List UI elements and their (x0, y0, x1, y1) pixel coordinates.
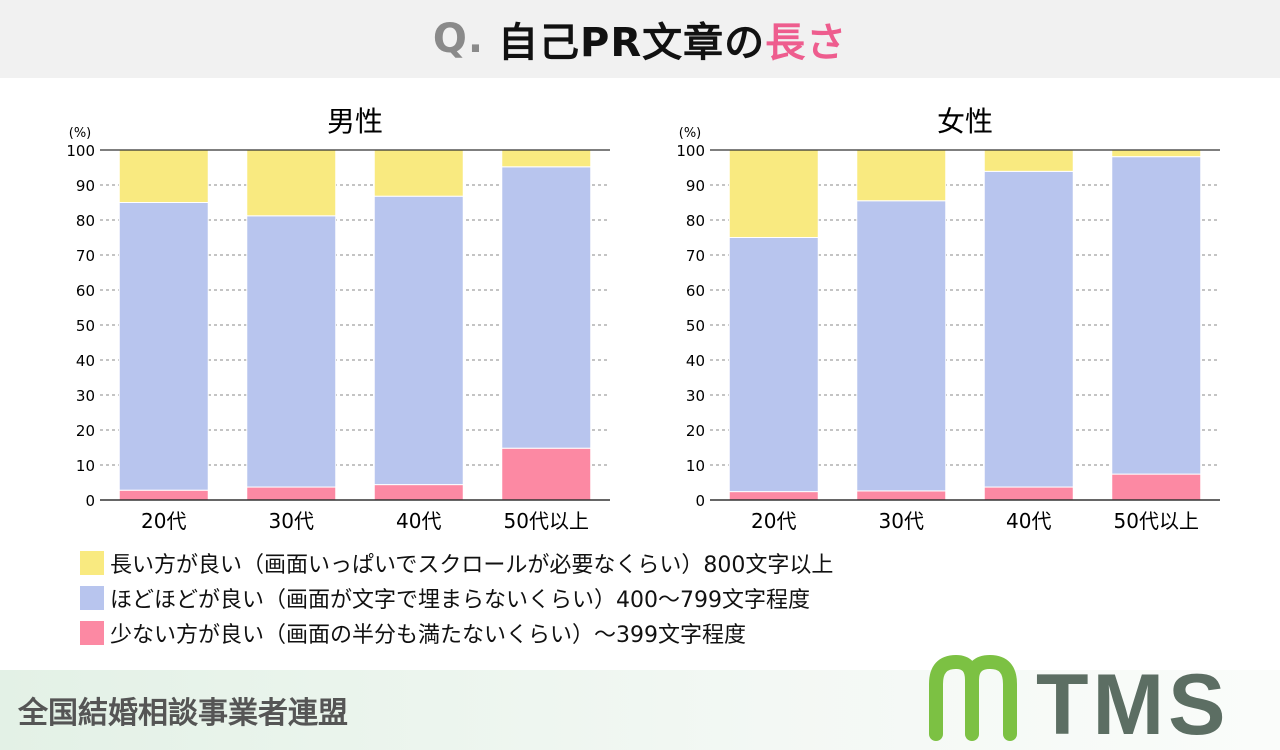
x-tick-label: 30代 (269, 509, 314, 533)
y-tick-label: 60 (686, 282, 705, 300)
question-mark: Q. (432, 16, 485, 62)
bar-segment-long (118, 149, 209, 203)
bar-segment-medium (118, 202, 209, 491)
y-tick-label: 70 (686, 247, 705, 265)
legend-item-medium: ほどほどが良い（画面が文字で埋まらないくらい）400〜799文字程度 (80, 580, 833, 615)
y-tick-label: 40 (686, 352, 705, 370)
y-tick-label: 20 (76, 422, 95, 440)
page-title: 自己PR文章の (498, 20, 766, 66)
x-tick-label: 20代 (141, 509, 186, 533)
bar-segment-medium (728, 237, 819, 493)
legend-item-long: 長い方が良い（画面いっぱいでスクロールが必要なくらい）800文字以上 (80, 545, 833, 580)
y-tick-label: 80 (686, 212, 705, 230)
bar-segment-short (118, 489, 209, 501)
bar-segment-short (246, 486, 337, 501)
y-tick-label: 90 (76, 177, 95, 195)
bar-segment-long (728, 149, 819, 238)
y-axis-unit: (%) (679, 126, 702, 141)
tms-logo: TMS (929, 654, 1230, 744)
bar-segment-long (1111, 149, 1202, 158)
legend-item-short: 少ない方が良い（画面の半分も満たないくらい）〜399文字程度 (80, 615, 833, 650)
x-tick-label: 40代 (396, 509, 441, 533)
y-tick-label: 100 (676, 142, 705, 160)
svg-text:TMS: TMS (1036, 657, 1230, 744)
y-tick-label: 30 (686, 387, 705, 405)
bar-segment-short (373, 484, 464, 501)
legend-swatch (80, 585, 104, 610)
organization-name: 全国結婚相談事業者連盟 (18, 696, 348, 731)
y-tick-label: 100 (66, 142, 95, 160)
bar-segment-medium (1111, 156, 1202, 475)
x-tick-label: 30代 (879, 509, 924, 533)
legend-swatch (80, 550, 104, 575)
legend-label: 少ない方が良い（画面の半分も満たないくらい）〜399文字程度 (110, 622, 746, 648)
chart-female: 女性 (%) 0 10 20 30 40 50 60 70 80 90 100 20代 30代 40代 50代以… (676, 105, 1220, 533)
chart-title: 男性 (327, 105, 383, 138)
page-header: Q. 自己PR文章の 長さ (0, 0, 1280, 78)
y-tick-label: 30 (76, 387, 95, 405)
bar-segment-long (856, 149, 947, 202)
y-tick-label: 10 (76, 457, 95, 475)
x-tick-label: 50代以上 (1114, 509, 1199, 533)
legend-label: 長い方が良い（画面いっぱいでスクロールが必要なくらい）800文字以上 (110, 552, 834, 578)
y-axis-unit: (%) (69, 126, 92, 141)
y-tick-label: 50 (76, 317, 95, 335)
y-tick-label: 0 (85, 492, 95, 510)
bar-segment-long (983, 149, 1074, 172)
bar-segment-medium (983, 170, 1074, 488)
bar-segment-medium (373, 195, 464, 486)
bar-segment-long (501, 149, 592, 168)
legend: 長い方が良い（画面いっぱいでスクロールが必要なくらい）800文字以上 ほどほどが… (80, 545, 833, 650)
page-title-highlight: 長さ (765, 20, 848, 66)
bar-segment-short (728, 491, 819, 501)
bar-segment-short (501, 447, 592, 501)
legend-label: ほどほどが良い（画面が文字で埋まらないくらい）400〜799文字程度 (110, 587, 810, 613)
y-tick-label: 70 (76, 247, 95, 265)
y-tick-label: 0 (695, 492, 705, 510)
bar-segment-short (983, 486, 1074, 501)
chart-male: 男性 (%) 0 10 20 30 40 50 60 70 80 90 100 20代 30代 40代 50代以… (66, 105, 610, 533)
y-tick-label: 80 (76, 212, 95, 230)
x-tick-label: 20代 (751, 509, 796, 533)
bar-segment-medium (246, 215, 337, 488)
y-tick-label: 60 (76, 282, 95, 300)
footer: 全国結婚相談事業者連盟 (0, 670, 1280, 750)
bar-segment-short (1111, 473, 1202, 501)
bar-segment-medium (501, 166, 592, 449)
y-tick-label: 50 (686, 317, 705, 335)
y-tick-label: 40 (76, 352, 95, 370)
y-tick-label: 90 (686, 177, 705, 195)
bar-segment-long (373, 149, 464, 197)
bar-segment-medium (856, 200, 947, 492)
bar-segment-long (246, 149, 337, 217)
bar-segment-short (856, 490, 947, 501)
x-tick-label: 50代以上 (504, 509, 589, 533)
chart-title: 女性 (937, 105, 993, 138)
y-tick-label: 10 (686, 457, 705, 475)
x-tick-label: 40代 (1006, 509, 1051, 533)
y-tick-label: 20 (686, 422, 705, 440)
legend-swatch (80, 620, 104, 645)
